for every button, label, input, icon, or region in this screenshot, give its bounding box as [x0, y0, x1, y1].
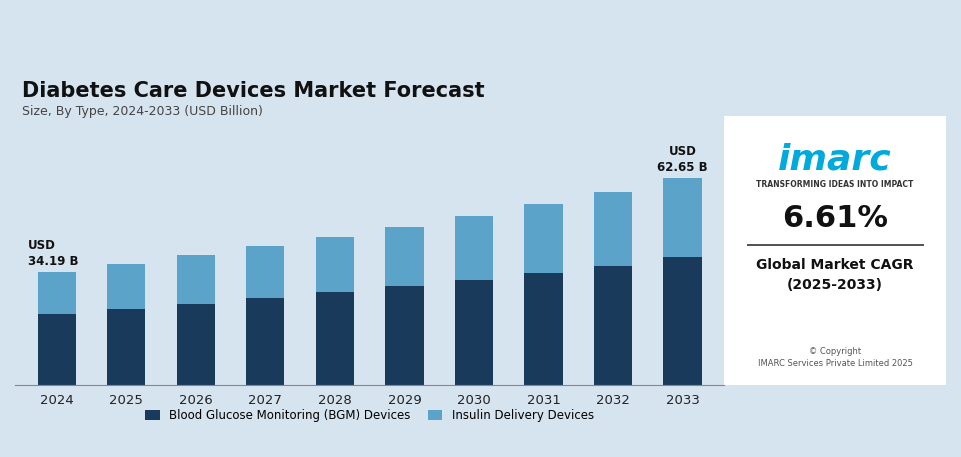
Text: Diabetes Care Devices Market Forecast: Diabetes Care Devices Market Forecast	[22, 80, 484, 101]
Bar	[594, 191, 632, 266]
FancyBboxPatch shape	[725, 116, 946, 384]
Bar	[525, 273, 562, 384]
Bar	[107, 308, 145, 384]
Bar	[385, 286, 424, 384]
Bar	[107, 264, 145, 308]
Bar	[663, 178, 702, 257]
Legend: Blood Glucose Monitoring (BGM) Devices, Insulin Delivery Devices: Blood Glucose Monitoring (BGM) Devices, …	[140, 404, 599, 427]
Bar	[455, 216, 493, 280]
Bar	[525, 204, 562, 273]
Bar	[246, 246, 284, 298]
Bar	[37, 271, 76, 314]
Bar	[316, 237, 354, 292]
Bar	[246, 298, 284, 384]
Text: Global Market CAGR
(2025-2033): Global Market CAGR (2025-2033)	[756, 258, 914, 292]
Bar	[594, 266, 632, 384]
Text: USD
34.19 B: USD 34.19 B	[28, 239, 78, 268]
Text: imarc: imarc	[778, 143, 892, 176]
Text: 6.61%: 6.61%	[782, 204, 888, 234]
Bar	[385, 227, 424, 286]
Bar	[177, 255, 215, 303]
Text: © Copyright
IMARC Services Private Limited 2025: © Copyright IMARC Services Private Limit…	[757, 347, 913, 368]
Text: TRANSFORMING IDEAS INTO IMPACT: TRANSFORMING IDEAS INTO IMPACT	[756, 180, 914, 189]
Bar	[177, 303, 215, 384]
Bar	[316, 292, 354, 384]
Bar	[663, 257, 702, 384]
Bar	[37, 314, 76, 384]
Text: USD
62.65 B: USD 62.65 B	[657, 145, 708, 174]
Bar	[455, 280, 493, 384]
Text: Size, By Type, 2024-2033 (USD Billion): Size, By Type, 2024-2033 (USD Billion)	[22, 105, 263, 118]
